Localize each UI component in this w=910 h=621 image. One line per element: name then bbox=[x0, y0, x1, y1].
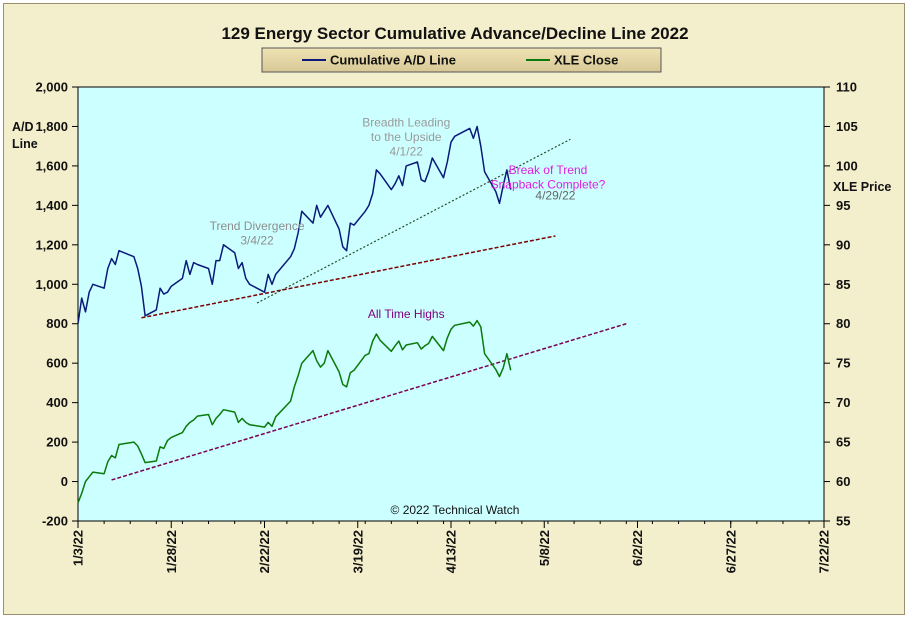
series-lines bbox=[77, 125, 512, 504]
annotation-text: All Time Highs bbox=[368, 307, 445, 321]
chart-title: 129 Energy Sector Cumulative Advance/Dec… bbox=[221, 24, 688, 43]
series-line-xle bbox=[77, 319, 512, 504]
left-axis-label-line1: A/D bbox=[12, 120, 34, 134]
left-axis: 2,000 1,800 1,600 1,400 1,200 1,000 800 600 400 2… bbox=[35, 80, 78, 529]
left-tick-label: 0 bbox=[61, 474, 68, 489]
annotation-text: 4/1/22 bbox=[390, 144, 424, 158]
x-axis: 1/3/22 1/28/22 2/22/22 3/19/22 4/13/22 5/8/22… bbox=[71, 521, 832, 573]
annotation-text: Snapback Complete? bbox=[491, 177, 606, 191]
left-tick-label: -200 bbox=[42, 514, 68, 529]
annotation-text: Trend Divergence bbox=[210, 219, 305, 233]
annotation-text: to the Upside bbox=[371, 130, 442, 144]
plot-area bbox=[77, 86, 825, 522]
x-tick-label: 6/27/22 bbox=[723, 530, 738, 573]
trendline-1 bbox=[141, 235, 556, 319]
legend-label-xle: XLE Close bbox=[554, 53, 618, 68]
left-tick-label: 1,000 bbox=[35, 277, 68, 292]
left-tick-label: 1,200 bbox=[35, 237, 68, 252]
right-tick-label: 90 bbox=[836, 237, 850, 252]
right-tick-label: 65 bbox=[836, 435, 850, 450]
x-tick-label: 2/22/22 bbox=[257, 530, 272, 573]
x-tick-label: 4/13/22 bbox=[444, 530, 459, 573]
left-tick-label: 1,600 bbox=[35, 158, 68, 173]
x-tick-label: 1/28/22 bbox=[164, 530, 179, 573]
right-axis-label: XLE Price bbox=[833, 180, 891, 194]
left-tick-label: 1,400 bbox=[35, 198, 68, 213]
x-tick-label: 6/2/22 bbox=[630, 530, 645, 566]
left-tick-label: 2,000 bbox=[35, 80, 68, 95]
left-tick-label: 200 bbox=[46, 435, 68, 450]
left-tick-label: 800 bbox=[46, 316, 68, 331]
right-tick-label: 60 bbox=[836, 474, 850, 489]
trendline-2 bbox=[256, 138, 571, 304]
right-tick-label: 80 bbox=[836, 316, 850, 331]
left-tick-label: 600 bbox=[46, 356, 68, 371]
right-tick-label: 85 bbox=[836, 277, 850, 292]
legend-label-ad-line: Cumulative A/D Line bbox=[330, 53, 456, 68]
left-tick-label: 400 bbox=[46, 395, 68, 410]
right-tick-label: 95 bbox=[836, 198, 850, 213]
right-axis: 110 105 100 95 90 85 80 75 70 65 60 55 bbox=[824, 80, 858, 529]
x-tick-label: 7/22/22 bbox=[817, 530, 832, 573]
right-tick-label: 55 bbox=[836, 514, 850, 529]
right-tick-label: 105 bbox=[836, 119, 858, 134]
legend: Cumulative A/D Line XLE Close bbox=[261, 47, 662, 73]
left-axis-label-line2: Line bbox=[12, 137, 38, 151]
copyright-text: © 2022 Technical Watch bbox=[391, 503, 520, 517]
series-line-ad bbox=[77, 125, 512, 324]
right-tick-label: 75 bbox=[836, 356, 850, 371]
annotation-text: 3/4/22 bbox=[240, 234, 274, 248]
trendlines bbox=[111, 138, 627, 481]
annotation-text: Breadth Leading bbox=[362, 115, 450, 129]
left-tick-label: 1,800 bbox=[35, 119, 68, 134]
right-tick-label: 70 bbox=[836, 395, 850, 410]
annotation-text: 4/29/22 bbox=[535, 188, 575, 202]
legend-box bbox=[261, 47, 662, 73]
annotation-text: Break of Trend bbox=[509, 163, 588, 177]
x-tick-label: 3/19/22 bbox=[350, 530, 365, 573]
x-tick-label: 1/3/22 bbox=[71, 530, 86, 566]
right-tick-label: 110 bbox=[836, 80, 857, 95]
right-tick-label: 100 bbox=[836, 158, 858, 173]
x-tick-label: 5/8/22 bbox=[537, 530, 552, 566]
